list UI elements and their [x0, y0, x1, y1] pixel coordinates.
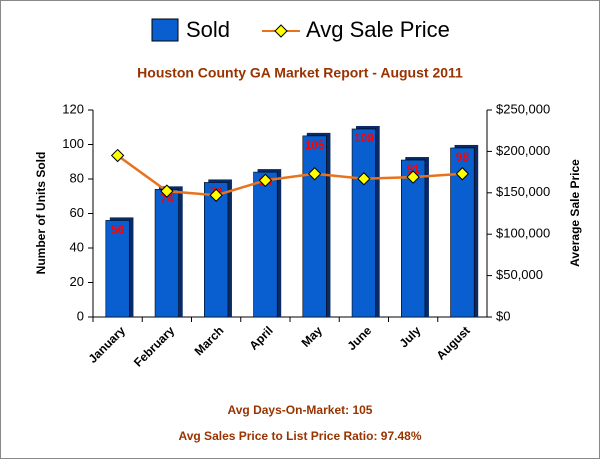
data-label: 56: [111, 223, 125, 237]
bar: [204, 182, 229, 318]
y-tick-label: 120: [62, 101, 84, 116]
y-tick-label: 0: [77, 308, 84, 323]
marker: [160, 184, 174, 198]
marker: [357, 172, 371, 186]
legend-label: Avg Sale Price: [306, 17, 450, 42]
y-tick-label: 80: [70, 170, 84, 185]
y-tick-label: 60: [70, 205, 84, 220]
bar: [253, 171, 278, 318]
y2-axis-label: Average Sale Price: [568, 159, 582, 267]
legend-label: Sold: [186, 17, 230, 42]
y-tick-label: 40: [70, 239, 84, 254]
y2-tick-label: $150,000: [496, 184, 550, 199]
legend-swatch: [151, 18, 179, 42]
marker: [406, 170, 420, 184]
y2-tick-label: $100,000: [496, 226, 550, 241]
y-axis-label: Number of Units Sold: [34, 152, 48, 275]
bar: [450, 147, 475, 318]
y2-tick-label: $50,000: [496, 267, 543, 282]
marker: [307, 167, 322, 181]
data-label: 105: [305, 138, 325, 152]
chart-title: Houston County GA Market Report - August…: [137, 65, 463, 81]
bar: [302, 135, 327, 318]
marker: [110, 148, 125, 163]
y2-tick-label: $250,000: [496, 101, 550, 116]
data-label: 91: [406, 162, 420, 176]
y2-tick-label: $0: [496, 308, 510, 323]
bar: [105, 220, 130, 318]
marker: [258, 173, 273, 188]
legend-marker: [274, 24, 288, 38]
marker: [455, 167, 470, 181]
bar: [351, 128, 376, 318]
marker: [209, 188, 223, 202]
data-label: 109: [354, 131, 374, 145]
line: [116, 154, 463, 197]
bar: [401, 159, 426, 318]
data-label: 74: [160, 192, 174, 206]
y2-tick-label: $200,000: [496, 143, 550, 158]
annotation: Avg Sales Price to List Price Ratio: 97.…: [179, 429, 422, 443]
bar: [154, 189, 179, 318]
annotation: Avg Days-On-Market: 105: [228, 403, 373, 417]
data-label: 98: [456, 150, 470, 164]
y-tick-label: 100: [62, 136, 84, 151]
y-tick-label: 20: [70, 274, 84, 289]
